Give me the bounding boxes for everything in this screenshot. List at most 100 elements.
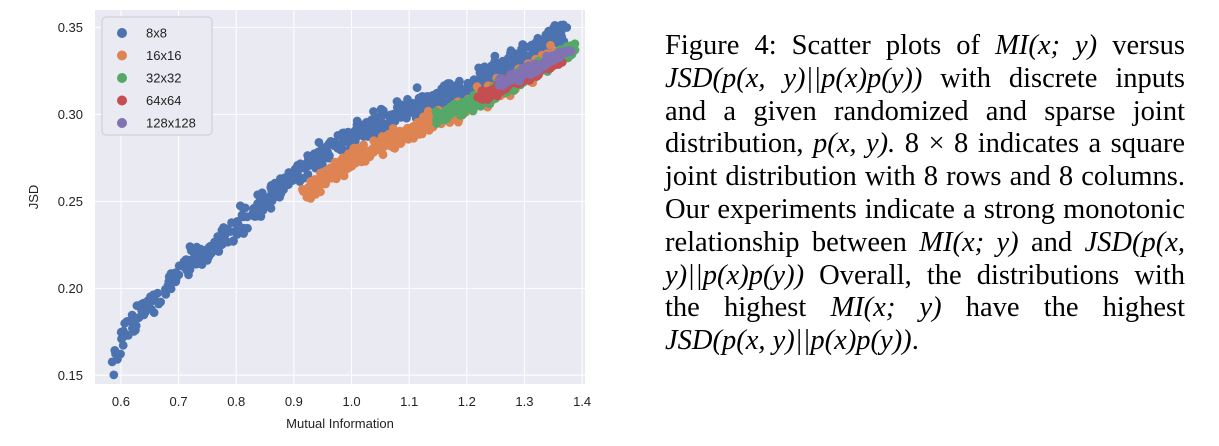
data-point: [412, 83, 422, 93]
caption-jsd: JSD(p(x, y)||p(x)p(y)): [665, 62, 923, 94]
caption-mi-2: MI(x; y): [919, 226, 1019, 258]
legend-label: 32x32: [146, 71, 181, 86]
data-point: [305, 157, 315, 167]
data-point: [253, 199, 263, 208]
data-point: [127, 310, 137, 320]
data-point: [535, 40, 545, 50]
data-point: [510, 51, 520, 60]
data-point: [321, 144, 331, 154]
data-point: [329, 141, 339, 151]
data-point: [267, 185, 277, 195]
data-point: [234, 226, 244, 236]
caption-body2: indicates a square joint distribution wi…: [665, 128, 1185, 193]
data-point: [227, 218, 237, 228]
data-point: [394, 132, 404, 142]
data-point: [462, 96, 472, 105]
caption-rows: rows and: [946, 161, 1051, 193]
data-point: [185, 265, 195, 274]
data-point: [382, 140, 392, 150]
data-point: [348, 133, 358, 143]
data-point: [566, 47, 576, 56]
data-point: [439, 84, 449, 93]
data-point: [543, 56, 552, 65]
data-point: [207, 244, 217, 254]
data-point: [556, 20, 566, 30]
scatter-figure: 0.6 0.7 0.8 0.9 1.0 1.1 1.2 1.3 1.4 0.15 0.20 0.25…: [26, 10, 591, 431]
data-point: [458, 104, 467, 114]
data-point: [546, 40, 555, 50]
legend-marker: [117, 118, 127, 128]
data-point: [552, 28, 562, 38]
data-point: [402, 113, 411, 123]
data-point: [364, 126, 374, 136]
data-point: [335, 159, 345, 169]
data-point: [374, 114, 384, 123]
caption-pxy: p(x, y).: [813, 128, 896, 160]
data-point: [252, 211, 262, 221]
data-point: [494, 80, 504, 89]
data-point: [322, 166, 331, 175]
x-axis-label: Mutual Information: [286, 416, 394, 431]
legend-marker: [117, 73, 127, 83]
x-tick-label: 0.8: [227, 394, 245, 409]
data-point: [339, 171, 349, 181]
series-128x128: [494, 46, 576, 91]
data-point: [240, 203, 250, 213]
data-point: [414, 101, 423, 111]
data-point: [496, 62, 506, 72]
data-point: [369, 136, 379, 146]
caption-cols-n: 8: [1058, 161, 1074, 193]
caption-mi: MI(x; y): [995, 30, 1098, 61]
figure-caption: Figure 4: Scatter plots of MI(x; y) vers…: [665, 30, 1185, 358]
data-point: [399, 101, 409, 110]
data-point: [111, 349, 120, 359]
data-point: [303, 170, 313, 179]
data-point: [519, 50, 529, 60]
legend-label: 8x8: [146, 26, 167, 41]
caption-jsd-3: JSD(p(x, y)||p(x)p(y)): [665, 325, 912, 357]
data-point: [266, 203, 276, 213]
data-point: [171, 277, 181, 287]
x-tick-label: 1.1: [400, 394, 418, 409]
data-point: [449, 89, 458, 99]
data-point: [243, 223, 252, 233]
caption-and: and: [1031, 226, 1073, 258]
data-point: [156, 297, 166, 307]
y-tick-label: 0.35: [58, 20, 83, 35]
data-point: [120, 318, 130, 328]
data-point: [376, 104, 386, 114]
data-point: [253, 190, 263, 200]
data-point: [487, 88, 497, 98]
data-point: [220, 227, 230, 236]
data-point: [239, 212, 249, 222]
data-point: [527, 40, 537, 50]
data-point: [423, 92, 433, 101]
data-point: [229, 236, 238, 246]
legend-label: 64x64: [146, 93, 181, 108]
data-point: [298, 187, 308, 196]
caption-versus: versus: [1112, 30, 1186, 61]
data-point: [140, 306, 150, 316]
data-point: [185, 258, 195, 268]
legend-label: 16x16: [146, 48, 181, 63]
data-point: [174, 261, 184, 271]
x-tick-label: 0.6: [112, 394, 130, 409]
data-point: [324, 153, 334, 163]
data-point: [284, 180, 293, 190]
y-tick-labels: 0.15 0.20 0.25 0.30 0.35: [58, 20, 83, 383]
y-tick-label: 0.30: [58, 107, 83, 122]
data-point: [355, 153, 364, 163]
data-point: [291, 174, 300, 184]
data-point: [109, 370, 119, 380]
caption-figure-label: Figure 4:: [665, 30, 777, 61]
caption-body3: Overall, the distributions with the high…: [665, 259, 1186, 324]
caption-intro: Scatter plots of: [791, 30, 981, 61]
x-tick-label: 1.3: [515, 394, 533, 409]
caption-mi-3: MI(x; y): [830, 292, 942, 324]
data-point: [525, 69, 535, 78]
data-point: [394, 111, 404, 120]
data-point: [310, 181, 319, 191]
data-point: [344, 149, 354, 159]
caption-end: .: [911, 325, 919, 357]
data-point: [403, 125, 413, 135]
